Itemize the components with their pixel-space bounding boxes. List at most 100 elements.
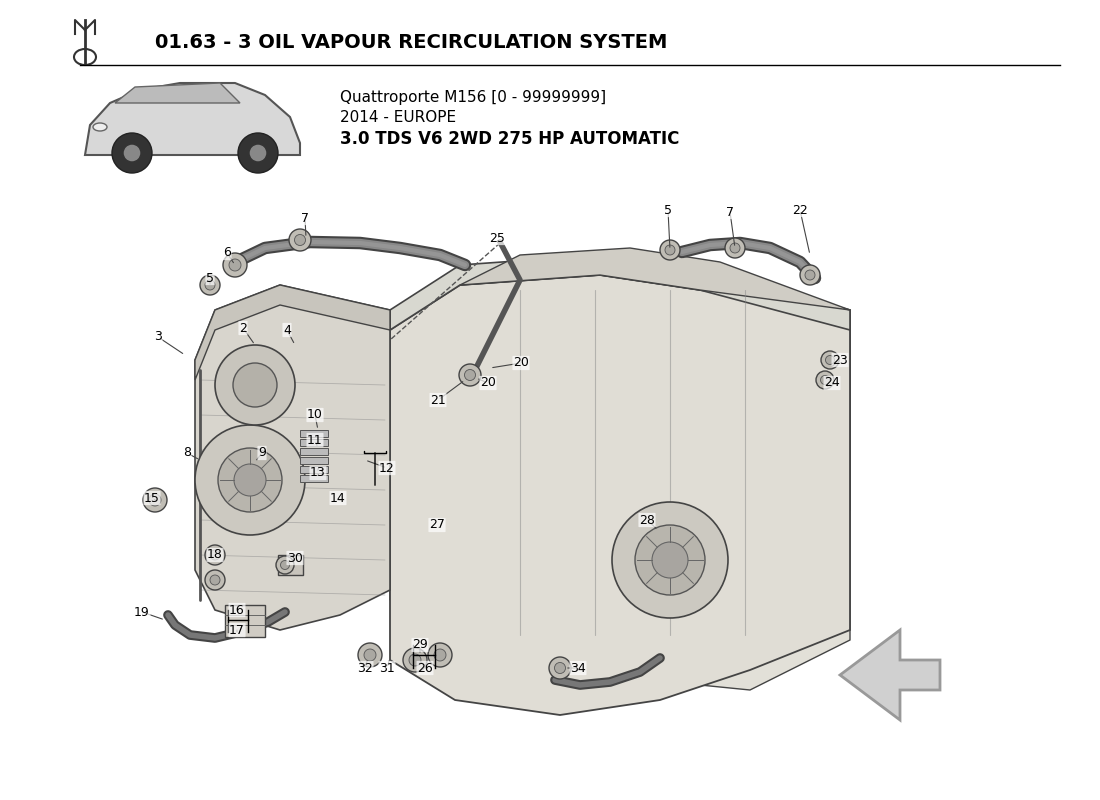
Text: 14: 14 — [330, 491, 345, 505]
Text: 32: 32 — [358, 662, 373, 674]
Bar — [278, 555, 303, 575]
Text: 8: 8 — [183, 446, 191, 459]
Circle shape — [660, 240, 680, 260]
Text: 25: 25 — [490, 231, 505, 245]
Circle shape — [364, 649, 376, 661]
Polygon shape — [195, 285, 390, 380]
Text: 7: 7 — [726, 206, 734, 218]
Text: 9: 9 — [258, 446, 266, 459]
Text: 17: 17 — [229, 623, 245, 637]
Text: 26: 26 — [417, 662, 433, 674]
Text: 10: 10 — [307, 409, 323, 422]
Polygon shape — [116, 83, 240, 103]
Circle shape — [210, 550, 220, 560]
Circle shape — [554, 662, 565, 674]
Circle shape — [229, 259, 241, 271]
Bar — [300, 475, 328, 482]
Bar — [300, 466, 328, 473]
Circle shape — [200, 275, 220, 295]
Circle shape — [205, 570, 225, 590]
Circle shape — [459, 364, 481, 386]
Text: 19: 19 — [134, 606, 150, 618]
Bar — [300, 430, 328, 437]
Circle shape — [148, 494, 161, 506]
Text: Quattroporte M156 [0 - 99999999]: Quattroporte M156 [0 - 99999999] — [340, 90, 606, 105]
Text: 22: 22 — [792, 203, 807, 217]
Text: 31: 31 — [379, 662, 395, 674]
Text: 13: 13 — [310, 466, 326, 479]
Circle shape — [112, 133, 152, 173]
Circle shape — [821, 351, 839, 369]
Circle shape — [805, 270, 815, 280]
Text: 3.0 TDS V6 2WD 275 HP AUTOMATIC: 3.0 TDS V6 2WD 275 HP AUTOMATIC — [340, 130, 680, 148]
Text: 7: 7 — [301, 211, 309, 225]
Circle shape — [249, 144, 267, 162]
Circle shape — [233, 363, 277, 407]
Polygon shape — [390, 275, 850, 715]
Text: 3: 3 — [154, 330, 162, 343]
Text: 12: 12 — [379, 462, 395, 474]
Circle shape — [205, 545, 225, 565]
Circle shape — [434, 649, 446, 661]
Text: 2014 - EUROPE: 2014 - EUROPE — [340, 110, 456, 125]
Polygon shape — [460, 310, 850, 690]
Text: 27: 27 — [429, 518, 444, 531]
Text: 4: 4 — [283, 323, 290, 337]
Circle shape — [143, 488, 167, 512]
Text: 21: 21 — [430, 394, 446, 406]
Text: 20: 20 — [480, 377, 496, 390]
Circle shape — [800, 265, 820, 285]
Text: 30: 30 — [287, 551, 303, 565]
Circle shape — [464, 370, 475, 381]
Circle shape — [725, 238, 745, 258]
Text: 11: 11 — [307, 434, 323, 446]
Text: 2: 2 — [239, 322, 246, 334]
Circle shape — [666, 245, 675, 255]
Polygon shape — [460, 248, 850, 310]
Bar — [300, 448, 328, 455]
Polygon shape — [85, 83, 300, 155]
Circle shape — [210, 575, 220, 585]
Circle shape — [280, 561, 289, 570]
Circle shape — [276, 556, 294, 574]
Text: 28: 28 — [639, 514, 654, 526]
Bar — [300, 439, 328, 446]
Text: 20: 20 — [513, 357, 529, 370]
Circle shape — [821, 375, 829, 385]
Circle shape — [409, 654, 421, 666]
Text: 16: 16 — [229, 603, 245, 617]
Text: 5: 5 — [664, 203, 672, 217]
Ellipse shape — [94, 123, 107, 131]
Polygon shape — [390, 285, 460, 600]
Bar — [300, 457, 328, 464]
Text: 29: 29 — [412, 638, 428, 651]
Text: 34: 34 — [570, 662, 586, 674]
Text: 01.63 - 3 OIL VAPOUR RECIRCULATION SYSTEM: 01.63 - 3 OIL VAPOUR RECIRCULATION SYSTE… — [155, 33, 668, 51]
Circle shape — [825, 355, 835, 365]
Circle shape — [218, 448, 282, 512]
Text: 24: 24 — [824, 377, 840, 390]
Text: 6: 6 — [223, 246, 231, 259]
Polygon shape — [390, 255, 850, 330]
Circle shape — [652, 542, 688, 578]
Circle shape — [730, 243, 740, 253]
Circle shape — [549, 657, 571, 679]
Circle shape — [403, 648, 427, 672]
Text: 18: 18 — [207, 549, 223, 562]
Circle shape — [289, 229, 311, 251]
Polygon shape — [195, 285, 390, 630]
Bar — [226, 605, 265, 637]
Text: 15: 15 — [144, 491, 159, 505]
Circle shape — [428, 643, 452, 667]
Circle shape — [223, 253, 248, 277]
Text: 23: 23 — [832, 354, 848, 366]
Circle shape — [123, 144, 141, 162]
Circle shape — [205, 280, 214, 290]
Polygon shape — [840, 630, 940, 720]
Circle shape — [214, 345, 295, 425]
Circle shape — [195, 425, 305, 535]
Circle shape — [635, 525, 705, 595]
Circle shape — [238, 133, 278, 173]
Circle shape — [295, 234, 306, 246]
Circle shape — [816, 371, 834, 389]
